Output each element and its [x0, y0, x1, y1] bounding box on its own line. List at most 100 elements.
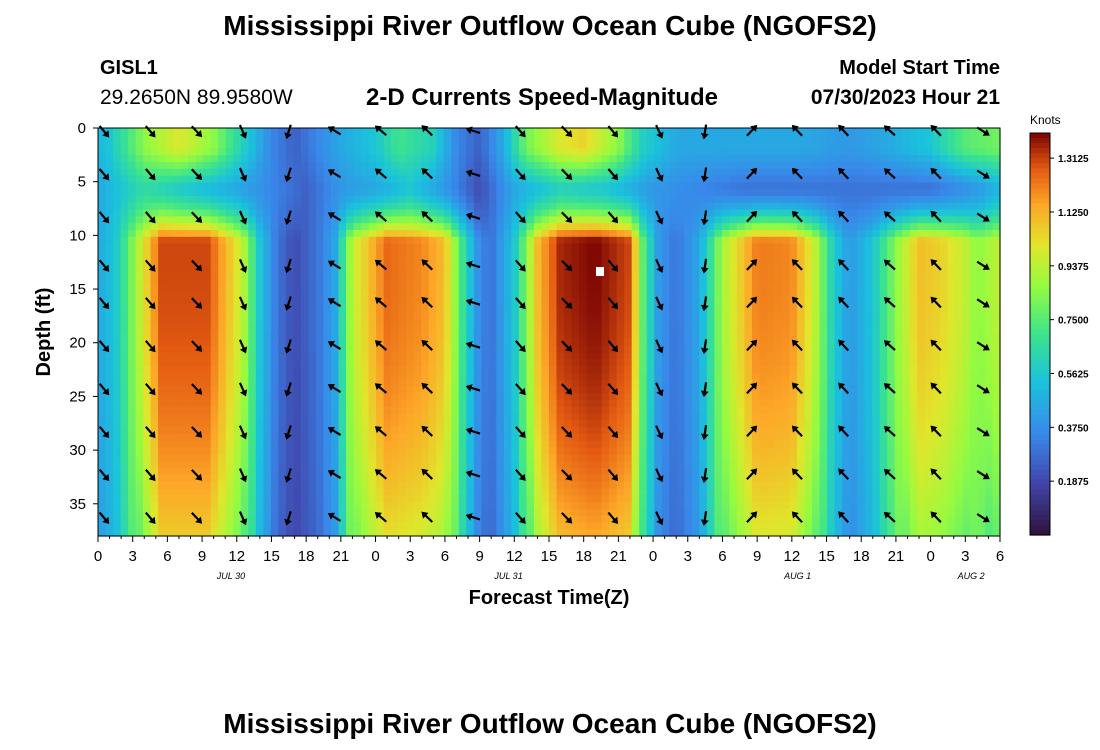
heat-cell — [346, 270, 355, 279]
heat-cell — [376, 277, 385, 285]
heat-cell — [661, 515, 670, 523]
heat-cell — [579, 216, 588, 224]
heat-cell — [594, 372, 603, 381]
heat-cell — [421, 359, 430, 367]
heat-cell — [609, 379, 618, 387]
heat-cell — [158, 250, 167, 258]
heat-cell — [368, 318, 377, 326]
heat-cell — [661, 162, 670, 170]
heat-cell — [255, 338, 264, 347]
heat-cell — [488, 189, 497, 197]
heat-cell — [270, 474, 279, 483]
heat-cell — [684, 406, 693, 415]
heat-cell — [609, 277, 618, 285]
heat-cell — [218, 427, 227, 435]
heat-cell — [518, 393, 528, 401]
heat-cell — [315, 372, 325, 381]
heat-cell — [210, 474, 219, 483]
heat-cell — [323, 413, 332, 421]
heat-cell — [488, 386, 497, 394]
heat-cell — [338, 318, 347, 326]
heat-cell — [526, 196, 535, 204]
heat-cell — [113, 209, 122, 217]
heat-cell — [113, 372, 122, 381]
heat-cell — [263, 427, 272, 435]
heat-cell — [571, 223, 580, 231]
heat-cell — [443, 230, 452, 238]
heat-cell — [150, 243, 159, 251]
heat-cell — [240, 508, 249, 517]
heat-cell — [143, 196, 152, 204]
heat-cell — [639, 366, 648, 374]
heat-cell — [526, 311, 535, 319]
heat-cell — [368, 277, 377, 285]
heat-cell — [120, 461, 129, 469]
heat-cell — [691, 202, 700, 211]
heat-cell — [661, 311, 670, 319]
heat-cell — [338, 427, 347, 435]
heat-cell — [609, 502, 618, 510]
heat-cell — [549, 298, 558, 306]
heat-cell — [98, 461, 107, 469]
heat-cell — [180, 230, 189, 238]
heat-cell — [278, 461, 287, 469]
heat-cell — [714, 141, 723, 149]
heat-cell — [706, 277, 715, 285]
heat-cell — [421, 529, 430, 537]
heat-cell — [646, 162, 655, 170]
heat-cell — [639, 420, 648, 428]
heat-cell — [466, 413, 475, 421]
heat-cell — [594, 277, 603, 285]
heat-cell — [706, 529, 715, 537]
heat-cell — [706, 128, 715, 136]
heat-cell — [165, 182, 174, 190]
heat-cell — [323, 495, 332, 503]
heat-cell — [496, 372, 505, 381]
heat-cell — [564, 400, 573, 408]
heat-cell — [564, 454, 573, 462]
heat-cell — [113, 311, 122, 319]
heat-cell — [323, 372, 332, 381]
heat-cell — [285, 182, 295, 190]
heat-cell — [443, 515, 452, 523]
heat-cell — [714, 264, 723, 272]
heat-cell — [225, 196, 234, 204]
heat-cell — [533, 175, 543, 183]
heat-cell — [601, 311, 610, 319]
heat-cell — [436, 223, 445, 231]
heat-cell — [143, 454, 152, 462]
heat-cell — [646, 406, 655, 415]
heat-cell — [225, 338, 234, 347]
heat-cell — [113, 400, 122, 408]
heat-cell — [173, 202, 182, 211]
heat-cell — [549, 359, 558, 367]
heat-cell — [669, 393, 678, 401]
heat-cell — [105, 182, 114, 190]
heat-cell — [451, 162, 460, 170]
heat-cell — [488, 243, 497, 251]
heat-cell — [579, 413, 588, 421]
heat-cell — [488, 291, 497, 299]
heat-cell — [428, 447, 437, 455]
heat-cell — [398, 223, 407, 231]
heat-cell — [676, 454, 685, 462]
heat-cell — [684, 434, 693, 442]
heat-cell — [293, 155, 302, 163]
heat-cell — [609, 522, 618, 530]
heat-cell — [579, 325, 588, 333]
heat-cell — [601, 223, 610, 231]
heat-cell — [594, 209, 603, 217]
heat-cell — [158, 284, 167, 292]
heat-cell — [361, 413, 370, 421]
heat-cell — [165, 447, 174, 455]
heat-cell — [586, 257, 595, 265]
heat-cell — [481, 529, 490, 537]
heat-cell — [391, 495, 400, 503]
heat-cell — [398, 454, 407, 462]
heat-cell — [691, 481, 700, 489]
heat-cell — [293, 304, 302, 313]
heat-cell — [346, 325, 355, 333]
heat-cell — [218, 250, 227, 258]
heat-cell — [270, 175, 279, 183]
heat-cell — [240, 420, 249, 428]
